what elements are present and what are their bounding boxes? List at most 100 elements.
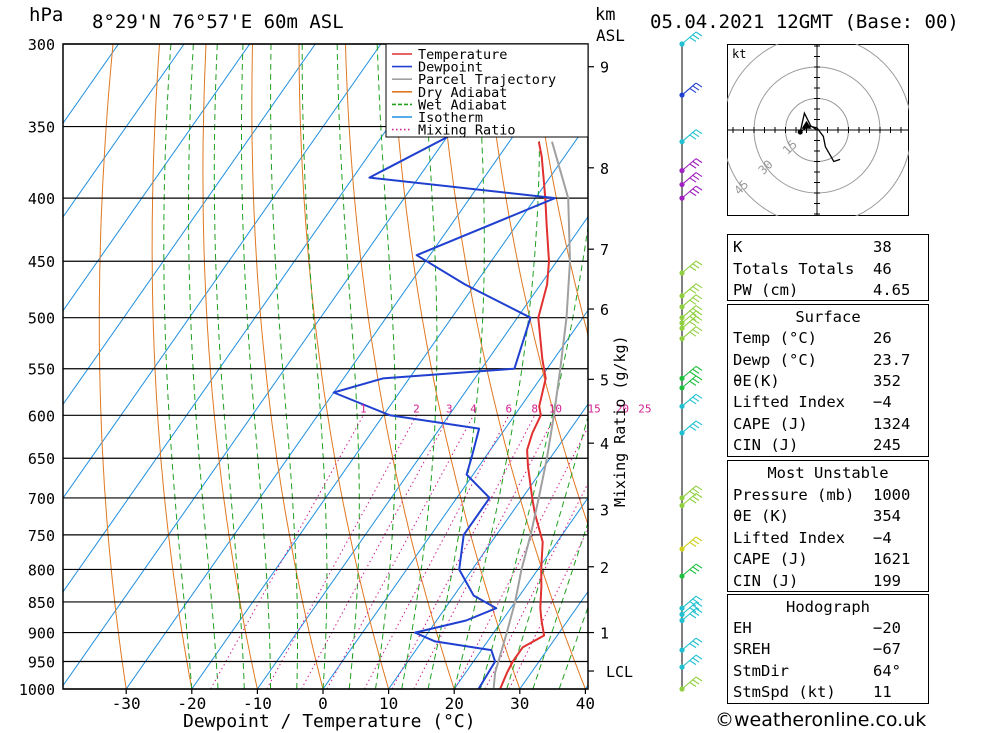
index-label: K [733, 238, 743, 256]
index-row: Dewp (°C) 23.7 [728, 350, 928, 372]
wind-barb [681, 326, 703, 340]
pressure-tick-label: 750 [28, 527, 55, 545]
storm-motion-marker [801, 120, 812, 129]
profile-parcel-trajectory [492, 141, 571, 689]
km-tick-label: LCL [606, 663, 633, 681]
index-value: −20 [873, 619, 901, 638]
forecast-datetime: 05.04.2021 12GMT (Base: 00) [650, 11, 959, 33]
asl-unit-label: ASL [596, 26, 625, 45]
index-row: CIN (J) 199 [728, 571, 928, 593]
wet-adiabat-line [558, 605, 588, 689]
index-value: 1000 [873, 485, 911, 504]
pressure-unit-label: hPa [29, 4, 64, 26]
index-label: θE(K) [733, 371, 780, 390]
mixing-ratio-label: 8 [531, 402, 538, 415]
isotherm-line [63, 44, 185, 218]
wind-barb [681, 129, 703, 143]
wind-barb [681, 260, 703, 274]
wind-barb [681, 310, 703, 324]
mixing-ratio-label: 15 [587, 402, 600, 415]
index-row: Pressure (mb) 1000 [728, 485, 928, 507]
wind-barb [681, 305, 703, 319]
index-label: CIN (J) [733, 435, 799, 454]
dry-adiabat-line [98, 44, 127, 689]
wind-barb [681, 485, 703, 499]
station-location: 8°29'N 76°57'E 60m ASL [92, 11, 344, 33]
mixing-ratio-label: 2 [413, 402, 420, 415]
index-value: 352 [873, 371, 901, 390]
index-row: SREH −67 [728, 639, 928, 661]
mixing-ratio-label: 10 [549, 402, 562, 415]
mixing-ratio-label: 6 [505, 402, 512, 415]
wet-adiabat-line [270, 44, 298, 689]
index-label: CAPE (J) [733, 550, 808, 568]
mixing-ratio-label: 20 [616, 402, 629, 415]
profile-temperature [499, 141, 550, 689]
isotherm-line [388, 403, 588, 689]
km-tick-label: 1 [600, 625, 609, 643]
index-value: −4 [873, 528, 892, 547]
index-label: EH [733, 619, 752, 638]
wet-adiabat-line [401, 44, 438, 689]
pressure-tick-label: 350 [28, 119, 55, 137]
credit-link[interactable]: ©weatheronline.co.uk [715, 709, 927, 731]
index-label: Totals Totals [733, 259, 855, 278]
mixing-ratio-label: 3 [446, 402, 453, 415]
pressure-tick-label: 300 [28, 36, 55, 54]
mixing-ratio-line [454, 426, 588, 689]
km-tick-label: 2 [600, 559, 609, 577]
index-row: Totals Totals 46 [728, 259, 928, 281]
pressure-tick-label: 700 [28, 490, 55, 508]
wind-barb [681, 375, 703, 389]
wind-barb [681, 493, 703, 506]
index-value: 38 [873, 238, 892, 256]
isotherm-line [256, 215, 588, 689]
wind-barb [681, 420, 703, 434]
wind-barb [681, 676, 703, 690]
hodograph-point [797, 129, 803, 135]
isotherm-line [63, 44, 382, 500]
pressure-tick-label: 900 [28, 625, 55, 643]
surface-table: Surface Temp (°C) 26 Dewp (°C) 23.7 θE(K) 352 L… [727, 304, 929, 457]
km-tick-label: 5 [600, 371, 609, 389]
index-value: −4 [873, 393, 892, 412]
index-value: 1621 [873, 550, 911, 568]
index-value: 26 [873, 329, 892, 348]
x-tick-label: 20 [445, 694, 464, 713]
dry-adiabat-line [996, 44, 1000, 689]
wet-adiabat-line [241, 44, 271, 689]
legend-label: Isotherm [418, 110, 483, 126]
isotherm-line [63, 44, 447, 593]
wind-barb [681, 608, 703, 621]
wind-barb [681, 393, 703, 407]
dry-adiabat-line [950, 44, 1000, 689]
pressure-tick-label: 550 [28, 361, 55, 379]
index-row: K 38 [728, 237, 928, 259]
most-unstable-table: Most Unstable Pressure (mb) 1000 θE (K) 354 L… [727, 460, 929, 592]
legend-label: Dewpoint [418, 60, 483, 76]
wind-barb [681, 172, 703, 185]
isotherm-line [191, 122, 588, 689]
index-row: Lifted Index −4 [728, 392, 928, 414]
legend-label: Dry Adiabat [418, 85, 507, 101]
index-value: 64° [873, 661, 901, 680]
x-tick-label: 10 [379, 694, 398, 713]
hodograph-table: Hodograph EH −20 SREH −67 StmDir 64° StmSpd (kt… [727, 594, 929, 704]
index-label: Temp (°C) [733, 329, 817, 348]
mixing-ratio-line [484, 482, 588, 689]
pressure-tick-label: 650 [28, 450, 55, 468]
wind-barb [681, 283, 703, 297]
isotherm-line [63, 44, 316, 406]
legend-label: Parcel Trajectory [418, 72, 556, 88]
index-value: 46 [873, 259, 892, 278]
index-row: StmSpd (kt) 11 [728, 682, 928, 704]
index-label: Dewp (°C) [733, 350, 817, 369]
wind-barb [681, 365, 703, 379]
pressure-tick-label: 850 [28, 594, 55, 612]
mixing-ratio-line [413, 415, 556, 689]
index-label: Lifted Index [733, 528, 845, 547]
table-section-title: Most Unstable [767, 464, 889, 482]
x-tick-label: 0 [318, 694, 328, 713]
index-value: 245 [873, 435, 901, 454]
